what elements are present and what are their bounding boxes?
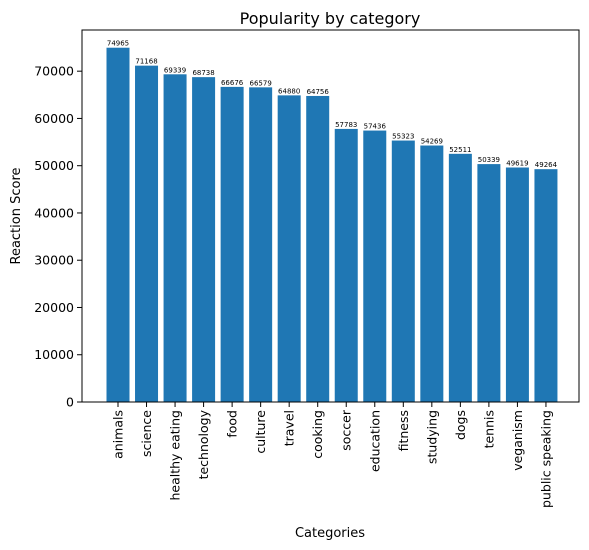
x-tick-label: tennis — [481, 410, 496, 448]
bar-value-label: 64756 — [307, 88, 330, 96]
bar-studying — [420, 145, 444, 402]
x-tick-label: dogs — [453, 410, 468, 440]
bar-healthy-eating — [163, 74, 187, 402]
bar-value-label: 49619 — [506, 159, 528, 167]
bar-culture — [249, 87, 273, 403]
bar-food — [220, 86, 244, 403]
chart-title: Popularity by category — [240, 9, 421, 28]
bar-fitness — [391, 140, 415, 402]
bar-value-label: 64880 — [278, 87, 300, 95]
bar-value-label: 69339 — [164, 66, 186, 74]
bar-value-label: 49264 — [535, 161, 558, 169]
y-tick-label: 40000 — [34, 205, 74, 220]
y-tick-label: 30000 — [34, 253, 74, 268]
x-tick-label: food — [225, 410, 240, 438]
bar-value-label: 57436 — [364, 123, 387, 131]
x-tick-label: studying — [424, 410, 439, 464]
y-tick-label: 10000 — [34, 347, 74, 362]
bar-value-label: 50339 — [478, 156, 500, 164]
x-tick-label: culture — [253, 410, 268, 454]
x-tick-label: fitness — [396, 410, 411, 451]
x-tick-label: healthy eating — [168, 410, 183, 501]
bar-value-label: 74965 — [107, 40, 129, 48]
bar-public-speaking — [534, 169, 558, 402]
bar-veganism — [505, 167, 529, 402]
x-tick-label: education — [367, 410, 382, 472]
bar-value-label: 68738 — [192, 69, 214, 77]
bar-travel — [277, 95, 301, 402]
bar-value-label: 55323 — [392, 133, 414, 141]
axes-frame — [81, 29, 580, 403]
x-tick-label: technology — [196, 409, 211, 479]
x-axis-title: Categories — [295, 526, 365, 541]
bar-value-label: 66676 — [221, 79, 244, 87]
bar-education — [363, 130, 387, 403]
bar-science — [135, 65, 159, 402]
x-tick-label: travel — [282, 410, 297, 446]
bar-animals — [106, 47, 130, 402]
x-tick-label: cooking — [310, 410, 325, 459]
bar-value-label: 54269 — [421, 138, 443, 146]
x-tick-label: soccer — [339, 409, 354, 451]
bar-soccer — [334, 128, 358, 402]
bar-value-label: 66579 — [250, 79, 272, 87]
bar-cooking — [306, 95, 330, 402]
y-tick-label: 70000 — [34, 64, 74, 79]
plot-area: 0 10000 20000 30000 40000 50000 60000 70000 7496… — [34, 40, 557, 508]
x-tick-label: science — [139, 410, 154, 457]
y-axis-title: Reaction Score — [9, 167, 24, 264]
y-tick-label: 0 — [66, 395, 74, 410]
x-tick-label: animals — [111, 410, 126, 459]
y-tick-label: 60000 — [34, 111, 74, 126]
bar-value-label: 71168 — [135, 58, 157, 66]
bar-tennis — [477, 164, 501, 402]
bar-technology — [192, 77, 216, 402]
bar-value-label: 57783 — [335, 121, 357, 129]
bar-value-label: 52511 — [449, 146, 471, 154]
y-tick-label: 50000 — [34, 158, 74, 173]
y-tick-label: 20000 — [34, 300, 74, 315]
x-tick-label: veganism — [510, 410, 525, 471]
bar-dogs — [448, 153, 472, 402]
x-tick-label: public speaking — [538, 410, 553, 508]
